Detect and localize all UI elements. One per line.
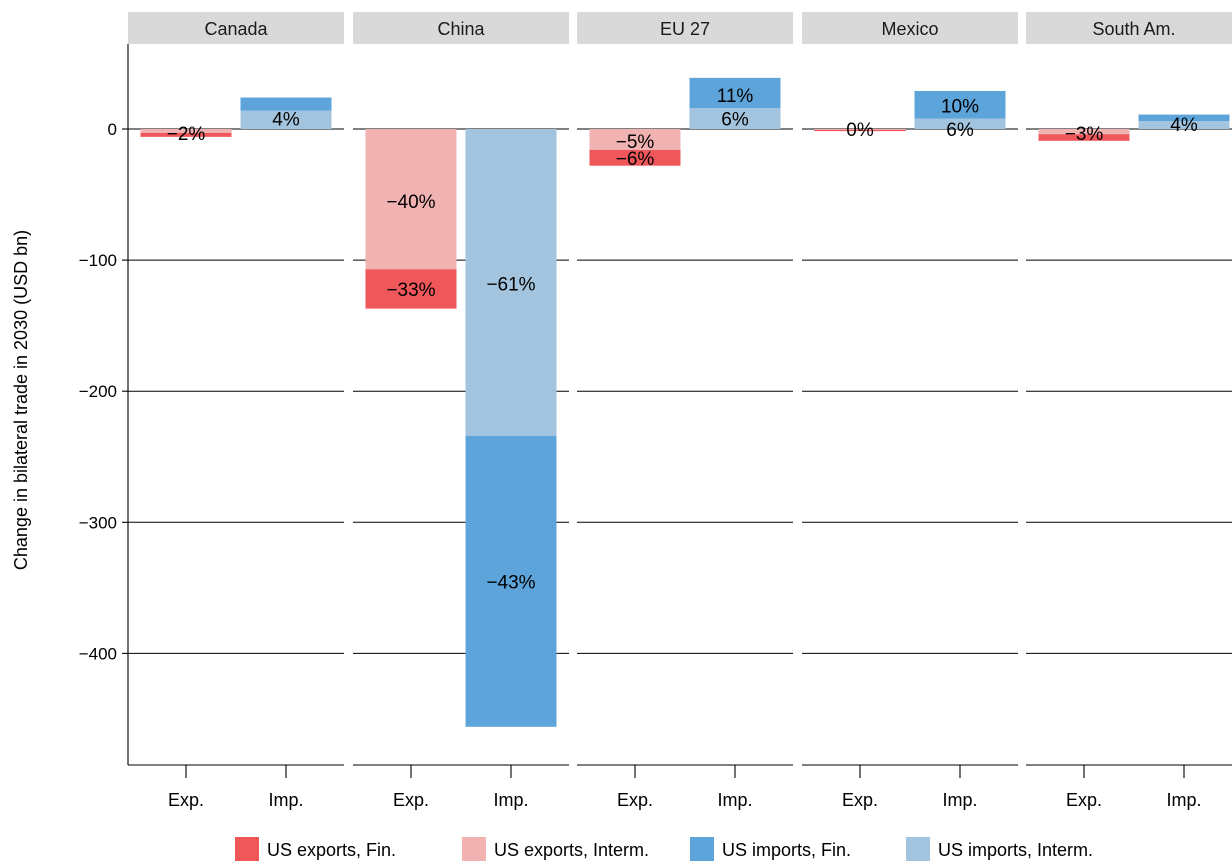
bar-data-label: 11% — [717, 86, 754, 107]
bar-segment-us-exports-interm- — [1038, 129, 1130, 135]
y-tick-label: −100 — [79, 251, 117, 270]
bar-data-label: 4% — [1170, 115, 1198, 136]
bar-segment-us-imports-fin- — [689, 77, 781, 109]
y-axis-title-group: Change in bilateral trade in 2030 (USD b… — [11, 230, 31, 570]
x-tick-label: Imp. — [268, 790, 303, 810]
legend-label: US imports, Fin. — [722, 840, 851, 860]
bar-segment-us-imports-fin- — [1138, 114, 1230, 122]
bar-segment-us-imports-fin- — [914, 90, 1006, 119]
y-axis-title: Change in bilateral trade in 2030 (USD b… — [11, 230, 31, 570]
x-tick-label: Imp. — [717, 790, 752, 810]
bar-data-label: 4% — [272, 110, 300, 131]
x-tick-label: Exp. — [1066, 790, 1102, 810]
bar-data-label: 6% — [721, 110, 749, 131]
x-tick-label: Imp. — [493, 790, 528, 810]
bar-data-label: −6% — [616, 149, 655, 170]
y-tick-label: −200 — [79, 382, 117, 401]
panel-eu-27: EU 27 −5%−6% Exp. 6% 11% Imp. — [577, 12, 793, 810]
legend-item: US imports, Fin. — [690, 837, 851, 861]
bar-segment-us-imports-interm- — [1138, 121, 1230, 129]
facet-strip — [577, 12, 793, 44]
x-tick-label: Imp. — [1166, 790, 1201, 810]
x-tick-label: Exp. — [842, 790, 878, 810]
panel-south-am-: South Am. −3% Exp. 4% Imp. — [1026, 12, 1232, 810]
bar-data-label: −5% — [616, 132, 655, 153]
bar-segment-us-imports-interm- — [914, 118, 1006, 129]
x-tick-label: Exp. — [393, 790, 429, 810]
x-tick-label: Exp. — [617, 790, 653, 810]
bar-segment-us-exports-interm- — [814, 129, 906, 131]
bar-segment-us-exports-fin- — [1038, 134, 1130, 141]
legend-label: US imports, Interm. — [938, 840, 1093, 860]
y-tick-label: −300 — [79, 513, 117, 532]
legend-item: US imports, Interm. — [906, 837, 1093, 861]
facet-strip-label: China — [437, 19, 485, 39]
facet-strip-label: EU 27 — [660, 19, 710, 39]
legend-swatch — [235, 837, 259, 861]
bar-segment-us-exports-fin- — [814, 129, 906, 132]
facet-strip-label: Mexico — [881, 19, 938, 39]
bar-data-label: −61% — [486, 275, 535, 296]
bar-data-label: 6% — [946, 120, 974, 141]
legend-label: US exports, Fin. — [267, 840, 396, 860]
legend-item: US exports, Interm. — [462, 837, 649, 861]
bar-segment-us-exports-interm- — [140, 129, 232, 133]
y-tick-label: −400 — [79, 644, 117, 663]
y-tick-label: 0 — [108, 120, 117, 139]
legend-swatch — [906, 837, 930, 861]
bar-data-label: −43% — [486, 572, 535, 593]
bar-segment-us-imports-interm- — [689, 108, 781, 129]
panel-canada: Canada −2% Exp. 4% Imp. — [128, 12, 344, 810]
panel-china: China −40% −33% Exp. −61% −43% Imp. — [353, 12, 569, 810]
bar-segment-us-imports-fin- — [465, 435, 557, 727]
bar-segment-us-imports-fin- — [240, 97, 332, 111]
bar-data-label: −2% — [167, 124, 206, 145]
legend-swatch — [462, 837, 486, 861]
facet-strip — [1026, 12, 1232, 44]
bar-data-label: −40% — [386, 192, 435, 213]
legend-item: US exports, Fin. — [235, 837, 396, 861]
facet-strip — [128, 12, 344, 44]
legend: US exports, Fin. US exports, Interm. US im… — [235, 837, 1093, 861]
facet-strip-label: Canada — [204, 19, 268, 39]
legend-swatch — [690, 837, 714, 861]
y-axis: 0 −100 −200 −300 −400 — [79, 44, 129, 765]
facet-panels: Canada −2% Exp. 4% Imp. China −40% −33% Exp. −61%… — [128, 12, 1232, 810]
bar-segment-us-imports-interm- — [465, 129, 557, 436]
bar-segment-us-imports-interm- — [240, 110, 332, 129]
x-tick-label: Exp. — [168, 790, 204, 810]
facet-strip-label: South Am. — [1092, 19, 1175, 39]
bar-segment-us-exports-fin- — [589, 149, 681, 166]
facet-strip — [802, 12, 1018, 44]
bar-segment-us-exports-fin- — [365, 269, 457, 309]
panel-mexico: Mexico 0% Exp. 6% 10% Imp. — [802, 12, 1018, 810]
bar-data-label: 10% — [941, 96, 979, 117]
bar-segment-us-exports-fin- — [140, 132, 232, 137]
facet-strip — [353, 12, 569, 44]
bar-data-label: −3% — [1065, 124, 1104, 145]
bar-segment-us-exports-interm- — [589, 129, 681, 150]
bar-data-label: −33% — [386, 280, 435, 301]
legend-label: US exports, Interm. — [494, 840, 649, 860]
bar-data-label: 0% — [846, 120, 874, 141]
bar-segment-us-exports-interm- — [365, 129, 457, 270]
x-tick-label: Imp. — [942, 790, 977, 810]
